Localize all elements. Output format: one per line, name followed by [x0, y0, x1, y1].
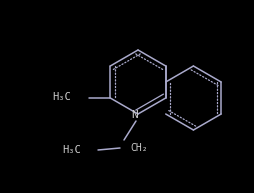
Text: H₃C: H₃C: [52, 92, 71, 102]
Text: CH₂: CH₂: [130, 143, 147, 153]
Text: H₃C: H₃C: [62, 145, 81, 155]
Text: N: N: [131, 110, 138, 120]
